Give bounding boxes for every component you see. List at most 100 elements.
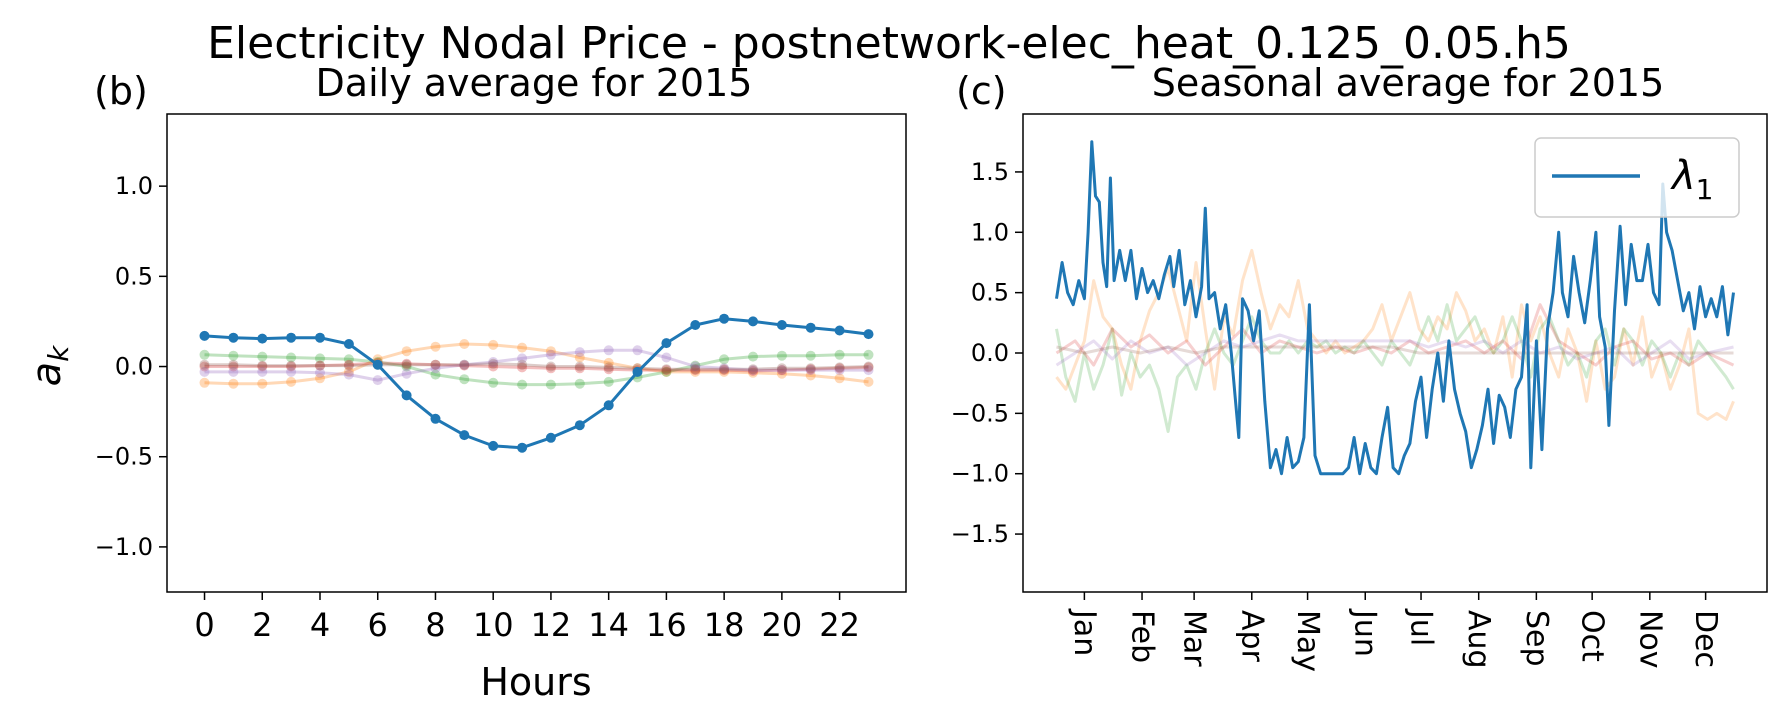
seasonal-xtick-label: Jan (1067, 608, 1102, 656)
daily-point-5 (574, 361, 585, 372)
daily-point-0 (228, 332, 239, 343)
seasonal-series-line-3 (1055, 303, 1735, 367)
daily-point-1 (199, 377, 210, 388)
daily-point-3 (805, 364, 816, 375)
daily-point-2 (863, 349, 874, 360)
daily-point-2 (430, 369, 441, 380)
seasonal-ytick-label: −1.5 (951, 520, 1009, 548)
daily-point-5 (286, 360, 297, 371)
daily-point-1 (401, 346, 412, 357)
daily-point-0 (545, 432, 556, 443)
figure-suptitle: Electricity Nodal Price - postnetwork-el… (207, 18, 1571, 69)
daily-point-4 (661, 352, 672, 363)
daily-xtick-label: 2 (252, 606, 272, 644)
daily-series-line-1 (204, 342, 869, 386)
seasonal-ytick-label: 1.5 (971, 158, 1009, 186)
daily-point-4 (286, 366, 297, 377)
daily-point-4 (719, 363, 730, 374)
daily-xtick-label: 0 (194, 606, 214, 644)
daily-series-group (199, 313, 874, 453)
daily-point-5 (257, 360, 268, 371)
daily-point-1 (834, 373, 845, 384)
daily-point-3 (401, 358, 412, 369)
daily-point-3 (199, 361, 210, 372)
daily-point-3 (690, 365, 701, 376)
daily-point-3 (228, 361, 239, 372)
daily-point-3 (315, 360, 325, 371)
daily-xtick-label: 14 (588, 606, 629, 644)
daily-series-line-5 (204, 362, 869, 371)
daily-point-2 (517, 379, 528, 390)
daily-point-1 (488, 339, 499, 350)
daily-point-5 (748, 364, 758, 375)
daily-point-3 (574, 363, 585, 374)
daily-point-0 (199, 330, 210, 341)
daily-xtick-label: 18 (704, 606, 745, 644)
daily-xtick-label: 20 (762, 606, 803, 644)
daily-point-1 (286, 376, 297, 387)
seasonal-series-line-5 (1056, 345, 1734, 355)
seasonal-ytick-label: 0.0 (971, 339, 1009, 367)
daily-point-2 (257, 351, 268, 362)
seasonal-xtick-label: Dec (1688, 610, 1723, 668)
daily-point-0 (459, 430, 470, 441)
daily-point-3 (603, 364, 614, 375)
daily-ytick-label: 0.5 (115, 262, 153, 290)
daily-xtick-label: 6 (368, 606, 388, 644)
daily-point-1 (228, 378, 239, 389)
daily-point-5 (315, 360, 325, 371)
daily-point-4 (459, 359, 470, 370)
seasonal-xtick-label: Aug (1461, 610, 1496, 669)
daily-point-3 (517, 362, 528, 373)
daily-point-4 (430, 363, 441, 374)
daily-point-2 (603, 376, 614, 387)
daily-point-0 (430, 413, 441, 424)
daily-point-2 (315, 353, 325, 364)
daily-point-2 (834, 349, 845, 360)
daily-point-1 (719, 366, 730, 377)
daily-point-3 (545, 363, 556, 374)
daily-point-0 (343, 339, 354, 349)
daily-xtick-label: 12 (531, 606, 572, 644)
daily-point-0 (517, 442, 528, 453)
daily-point-5 (776, 363, 787, 374)
daily-title: Daily average for 2015 (316, 61, 753, 105)
daily-point-1 (517, 342, 528, 353)
daily-point-5 (459, 359, 470, 370)
daily-point-2 (286, 352, 297, 363)
daily-point-0 (372, 359, 383, 370)
seasonal-xtick-label: Mar (1177, 610, 1212, 667)
daily-point-0 (286, 332, 297, 343)
daily-point-2 (401, 361, 412, 372)
seasonal-xtick-label: Jun (1348, 608, 1383, 657)
daily-point-0 (257, 333, 268, 344)
seasonal-legend: λ1 (1534, 137, 1740, 218)
daily-point-3 (719, 365, 730, 376)
panel-daily: (b) Daily average for 2015 −1.0 −0.5 0.0 0.… (24, 61, 907, 704)
daily-point-1 (257, 378, 268, 389)
daily-point-0 (748, 316, 758, 327)
daily-axes: −1.0 −0.5 0.0 0.5 1.0 0 2 4 6 8 10 12 14 16 18 20 22 (95, 172, 860, 644)
seasonal-ytick-label: −0.5 (951, 399, 1009, 427)
seasonal-xtick-label: May (1290, 610, 1325, 672)
daily-ylabel: ak (24, 344, 75, 387)
seasonal-series-line-2 (1055, 303, 1735, 433)
seasonal-plot-frame (1022, 113, 1768, 593)
daily-point-5 (834, 362, 845, 373)
daily-point-3 (488, 361, 499, 372)
daily-point-3 (343, 359, 354, 370)
daily-xlabel: Hours (480, 660, 591, 704)
daily-point-5 (401, 359, 412, 370)
daily-ytick-label: 0.0 (115, 353, 153, 381)
daily-point-2 (805, 350, 816, 361)
daily-point-3 (459, 360, 470, 371)
daily-point-2 (545, 379, 556, 390)
daily-xtick-label: 16 (646, 606, 687, 644)
daily-xtick-label: 22 (819, 606, 860, 644)
daily-xtick-label: 10 (473, 606, 514, 644)
legend-label-lambda-1: λ1 (1670, 153, 1714, 206)
daily-point-0 (603, 400, 614, 411)
seasonal-ytick-label: −1.0 (951, 460, 1009, 488)
daily-point-0 (632, 366, 643, 377)
